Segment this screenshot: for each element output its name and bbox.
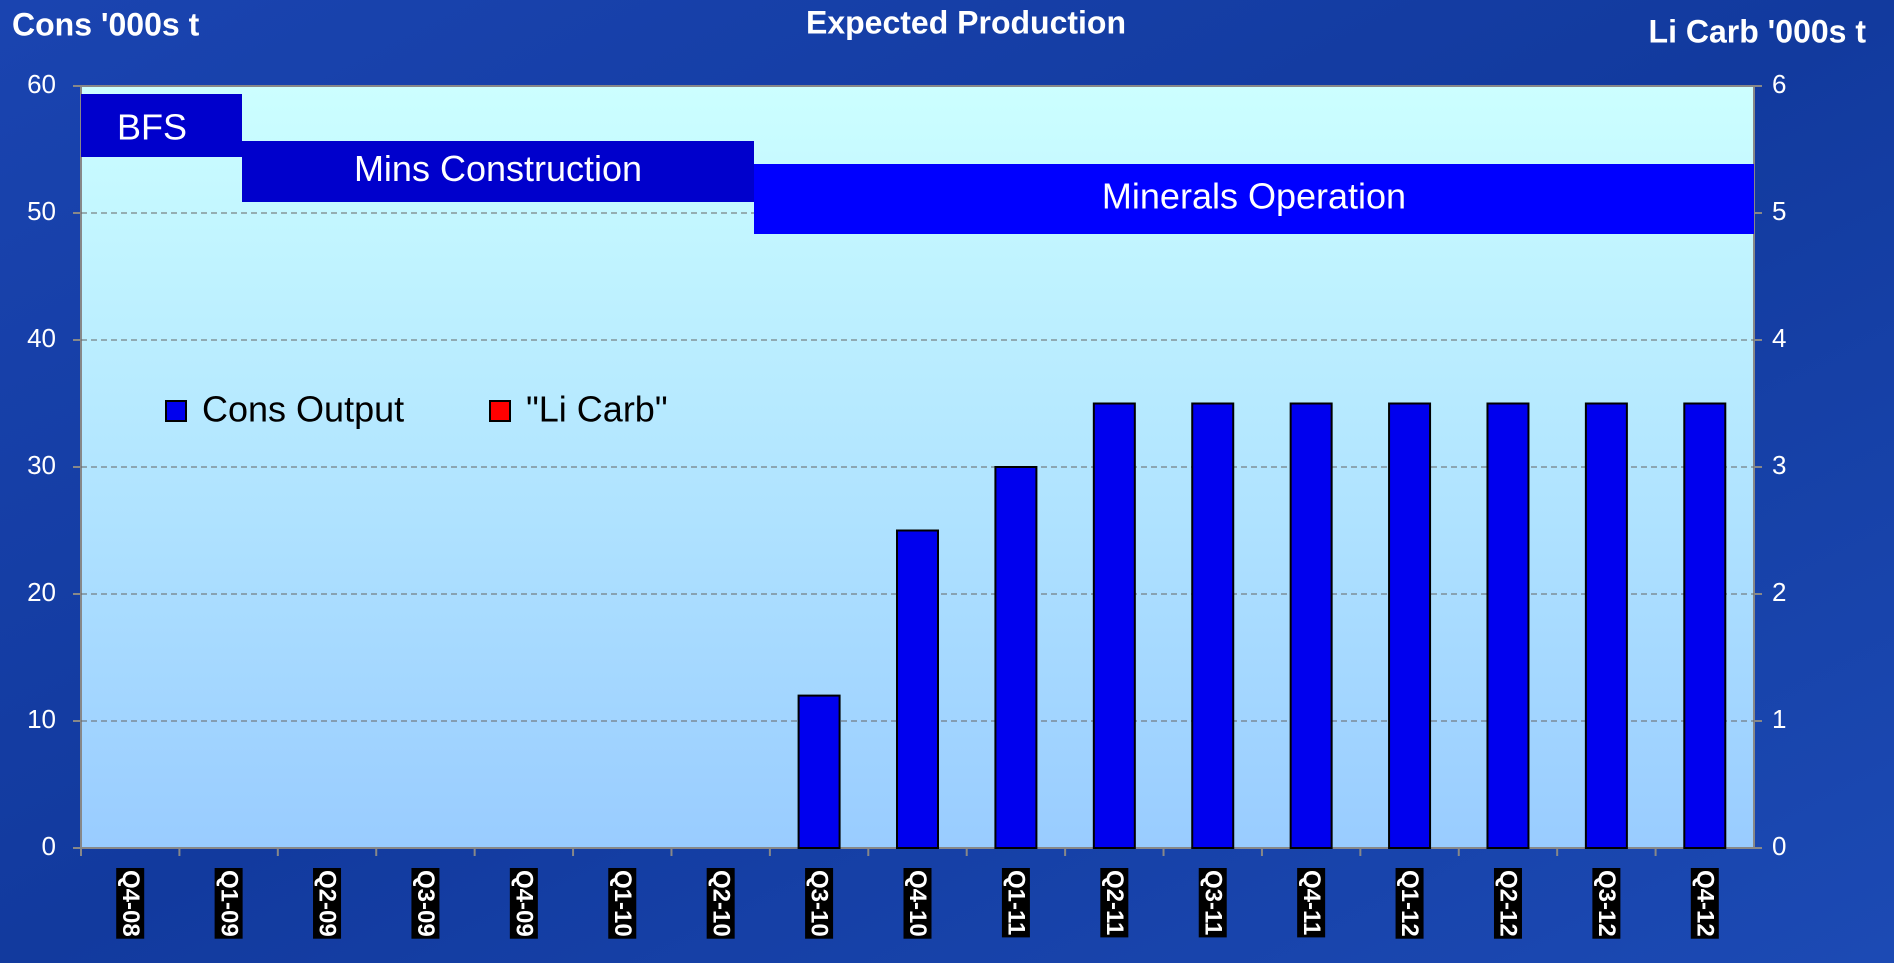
x-tick-label: Q1-11 xyxy=(1003,870,1030,935)
x-tick-group: Q1-11 xyxy=(1001,868,1030,938)
x-tick-label: Q2-10 xyxy=(707,870,734,937)
legend-swatch xyxy=(489,400,511,422)
x-tick-group: Q2-09 xyxy=(313,868,342,939)
x-tick-group: Q3-12 xyxy=(1592,868,1621,939)
x-tick-label: Q1-10 xyxy=(609,870,636,937)
x-tick-bg xyxy=(608,868,637,939)
y-tick-label: 10 xyxy=(27,704,56,734)
x-tick-bg xyxy=(509,868,538,939)
y2-tick-label: 6 xyxy=(1772,69,1786,99)
phase-label: BFS xyxy=(117,107,187,148)
x-tick-group: Q1-12 xyxy=(1395,868,1424,939)
x-tick-label: Q4-10 xyxy=(904,870,931,937)
y-tick-label: 50 xyxy=(27,196,56,226)
phase-band xyxy=(242,141,754,202)
x-tick-group: Q2-10 xyxy=(706,868,735,939)
x-tick-bg xyxy=(1690,868,1719,939)
x-tick-bg xyxy=(313,868,342,939)
y-tick-label: 40 xyxy=(27,323,56,353)
x-tick-group: Q4-09 xyxy=(509,868,538,939)
x-tick-bg xyxy=(116,868,145,939)
x-tick-bg xyxy=(805,868,834,939)
legend-label: Cons Output xyxy=(202,389,404,430)
x-tick-bg xyxy=(1100,868,1129,938)
x-tick-label: Q1-12 xyxy=(1396,870,1423,937)
x-tick-group: Q2-12 xyxy=(1493,868,1522,939)
bar xyxy=(1092,402,1136,849)
x-tick-group: Q1-09 xyxy=(214,868,243,939)
x-tick-label: Q3-11 xyxy=(1199,870,1226,935)
y-axis-label: Cons '000s t xyxy=(12,6,200,42)
y2-tick-label: 4 xyxy=(1772,323,1786,353)
x-tick-group: Q3-10 xyxy=(805,868,834,939)
x-tick-label: Q2-11 xyxy=(1101,870,1128,935)
bar xyxy=(1486,402,1530,849)
x-tick-group: Q2-11 xyxy=(1100,868,1129,938)
bar xyxy=(994,466,1038,849)
bar xyxy=(1388,402,1432,849)
x-tick-label: Q4-08 xyxy=(117,870,144,937)
phase-label: Minerals Operation xyxy=(1102,176,1406,217)
x-tick-bg xyxy=(1198,868,1227,938)
x-tick-label: Q2-09 xyxy=(314,870,341,937)
y2-tick-label: 3 xyxy=(1772,450,1786,480)
x-tick-group: Q4-12 xyxy=(1690,868,1719,939)
legend-label: "Li Carb" xyxy=(526,389,668,430)
y-tick-label: 30 xyxy=(27,450,56,480)
legend-swatch xyxy=(165,400,187,422)
x-tick-bg xyxy=(903,868,932,939)
y2-tick-label: 5 xyxy=(1772,196,1786,226)
x-tick-label: Q4-09 xyxy=(511,870,538,937)
y-tick-label: 60 xyxy=(27,69,56,99)
chart-title: Expected Production xyxy=(806,4,1126,40)
x-tick-group: Q3-11 xyxy=(1198,868,1227,938)
y2-axis-label: Li Carb '000s t xyxy=(1649,13,1867,49)
phase-band xyxy=(81,94,242,157)
bar xyxy=(1191,402,1235,849)
y2-tick-label: 0 xyxy=(1772,831,1786,861)
bar xyxy=(1584,402,1628,849)
bar xyxy=(797,694,841,849)
phase-label: Mins Construction xyxy=(354,148,642,189)
x-tick-label: Q3-12 xyxy=(1593,870,1620,937)
x-tick-bg xyxy=(1001,868,1030,938)
x-tick-bg xyxy=(706,868,735,939)
x-tick-bg xyxy=(1297,868,1326,938)
x-tick-bg xyxy=(411,868,440,939)
y-tick-label: 0 xyxy=(42,831,56,861)
bar xyxy=(896,529,939,849)
x-tick-group: Q3-09 xyxy=(411,868,440,939)
x-tick-label: Q3-09 xyxy=(412,870,439,937)
x-tick-bg xyxy=(1592,868,1621,939)
x-tick-label: Q4-12 xyxy=(1691,870,1718,937)
phase-band xyxy=(754,164,1754,234)
x-tick-bg xyxy=(214,868,243,939)
y2-tick-label: 2 xyxy=(1772,577,1786,607)
y2-tick-label: 1 xyxy=(1772,704,1786,734)
x-tick-label: Q2-12 xyxy=(1495,870,1522,937)
x-tick-bg xyxy=(1395,868,1424,939)
x-tick-group: Q4-11 xyxy=(1297,868,1326,938)
x-tick-group: Q4-10 xyxy=(903,868,932,939)
bar xyxy=(1683,402,1727,849)
x-tick-group: Q4-08 xyxy=(116,868,145,939)
x-tick-label: Q1-09 xyxy=(215,870,242,937)
y-tick-label: 20 xyxy=(27,577,56,607)
x-tick-label: Q3-10 xyxy=(806,870,833,937)
x-tick-label: Q4-11 xyxy=(1298,870,1325,935)
x-tick-bg xyxy=(1493,868,1522,939)
bar xyxy=(1289,402,1333,849)
x-tick-group: Q1-10 xyxy=(608,868,637,939)
